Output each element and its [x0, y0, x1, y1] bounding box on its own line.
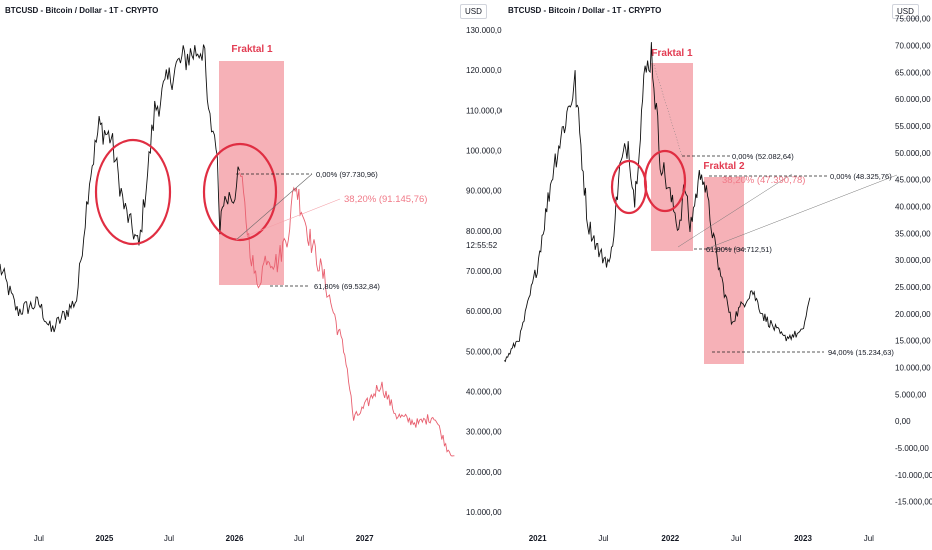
- left-y-tick-7: 60.000,00: [466, 307, 502, 316]
- left-y-tick-10: 30.000,00: [466, 428, 502, 437]
- right-x-tick-0: 2021: [529, 534, 547, 543]
- left-x-tick-5: 2027: [356, 534, 374, 543]
- left-y-tick-5: 80.000,00: [466, 227, 502, 236]
- right-y-tick-16: -5.000,00: [895, 444, 929, 453]
- series-price-line: [0, 44, 240, 333]
- series-projection-line: [239, 172, 455, 457]
- right-x-tick-4: 2023: [794, 534, 812, 543]
- right-y-tick-13: 10.000,00: [895, 363, 931, 372]
- fib-trend-line-r2: [705, 174, 898, 250]
- right-y-tick-9: 30.000,00: [895, 256, 931, 265]
- right-y-tick-4: 55.000,00: [895, 122, 931, 131]
- right-y-tick-18: -15.000,00: [895, 498, 932, 507]
- right-circle-1: [610, 159, 648, 215]
- left-y-tick-11: 20.000,00: [466, 468, 502, 477]
- right-y-tick-17: -10.000,00: [895, 471, 932, 480]
- right-y-tick-6: 45.000,00: [895, 176, 931, 185]
- left-symbol-title: BTCUSD - Bitcoin / Dollar - 1T - CRYPTO: [5, 6, 159, 15]
- right-y-tick-11: 20.000,00: [895, 310, 931, 319]
- fractal-1-label-right: Fraktal 1: [651, 48, 693, 59]
- fib-red-label: 38,20% (47.390,78): [722, 175, 805, 186]
- fib-trend-line-r1: [677, 173, 793, 248]
- right-y-tick-3: 60.000,00: [895, 95, 931, 104]
- right-y-tick-10: 25.000,00: [895, 283, 931, 292]
- right-currency-button[interactable]: USD: [892, 4, 919, 19]
- right-y-tick-2: 65.000,00: [895, 68, 931, 77]
- right-y-tick-12: 15.000,00: [895, 337, 931, 346]
- right-chart-panel: BTCUSD - Bitcoin / Dollar - 1T - CRYPTO …: [502, 0, 932, 550]
- right-x-tick-5: Jul: [864, 534, 874, 543]
- right-y-tick-8: 35.000,00: [895, 229, 931, 238]
- right-y-tick-15: 0,00: [895, 417, 911, 426]
- left-y-tick-2: 110.000,00: [466, 106, 502, 115]
- right-y-tick-5: 50.000,00: [895, 149, 931, 158]
- fractal-2-box: [704, 177, 744, 364]
- left-x-tick-3: 2026: [226, 534, 244, 543]
- fib-94-label: 94,00% (15.234,63): [828, 348, 894, 357]
- left-chart-svg: Fraktal 1 0,00% (97.730,96) 38,20% (91.14…: [0, 26, 502, 543]
- right-x-tick-3: Jul: [731, 534, 741, 543]
- fib-mid-label: 38,20% (91.145,76): [344, 194, 427, 205]
- right-y-tick-7: 40.000,00: [895, 203, 931, 212]
- fractal-1-box-right: [651, 63, 693, 251]
- left-x-tick-0: Jul: [34, 534, 44, 543]
- fib-bottom-label: 61,80% (69.532,84): [314, 282, 380, 291]
- right-symbol-title: BTCUSD - Bitcoin / Dollar - 1T - CRYPTO: [508, 6, 662, 15]
- left-y-tick-6: 70.000,00: [466, 267, 502, 276]
- right-x-tick-1: Jul: [598, 534, 608, 543]
- fib-618-label: 61,80% (34.712,51): [706, 245, 772, 254]
- left-y-tick-1: 120.000,00: [466, 66, 502, 75]
- right-chart-svg: Fraktal 1 Fraktal 2 0,00% (52.082,64) 38,2…: [503, 15, 932, 543]
- right-y-tick-1: 70.000,00: [895, 42, 931, 51]
- fib-top-b-label: 0,00% (48.325,76): [830, 172, 892, 181]
- left-chart-panel: BTCUSD - Bitcoin / Dollar - 1T - CRYPTO …: [0, 4, 502, 543]
- left-y-tick-3: 100.000,00: [466, 147, 502, 156]
- left-currency-button[interactable]: USD: [460, 4, 487, 19]
- fractal-1-label: Fraktal 1: [231, 44, 273, 55]
- right-y-tick-0: 75.000,00: [895, 15, 931, 24]
- left-clock-label: 12:55:52: [466, 241, 498, 250]
- fib-trend-line-2: [235, 198, 341, 241]
- fib-trend-line-1: [235, 173, 313, 241]
- left-x-tick-4: Jul: [294, 534, 304, 543]
- left-circle-2: [202, 142, 278, 242]
- fractal-2-label: Fraktal 2: [703, 161, 745, 172]
- right-x-tick-2: 2022: [661, 534, 679, 543]
- left-x-tick-1: 2025: [96, 534, 114, 543]
- left-x-tick-2: Jul: [164, 534, 174, 543]
- left-circle-1: [94, 138, 172, 246]
- left-y-tick-4: 90.000,00: [466, 187, 502, 196]
- left-y-tick-12: 10.000,00: [466, 508, 502, 517]
- left-y-tick-8: 50.000,00: [466, 347, 502, 356]
- fractal1-diag: [653, 64, 683, 157]
- fib-top-label: 0,00% (97.730,96): [316, 170, 378, 179]
- fib-top-a-label: 0,00% (52.082,64): [732, 152, 794, 161]
- series-price-line-right: [503, 42, 811, 363]
- left-y-tick-0: 130.000,00: [466, 26, 502, 35]
- right-y-tick-14: 5.000,00: [895, 390, 927, 399]
- right-circle-2: [643, 149, 687, 213]
- left-y-tick-9: 40.000,00: [466, 388, 502, 397]
